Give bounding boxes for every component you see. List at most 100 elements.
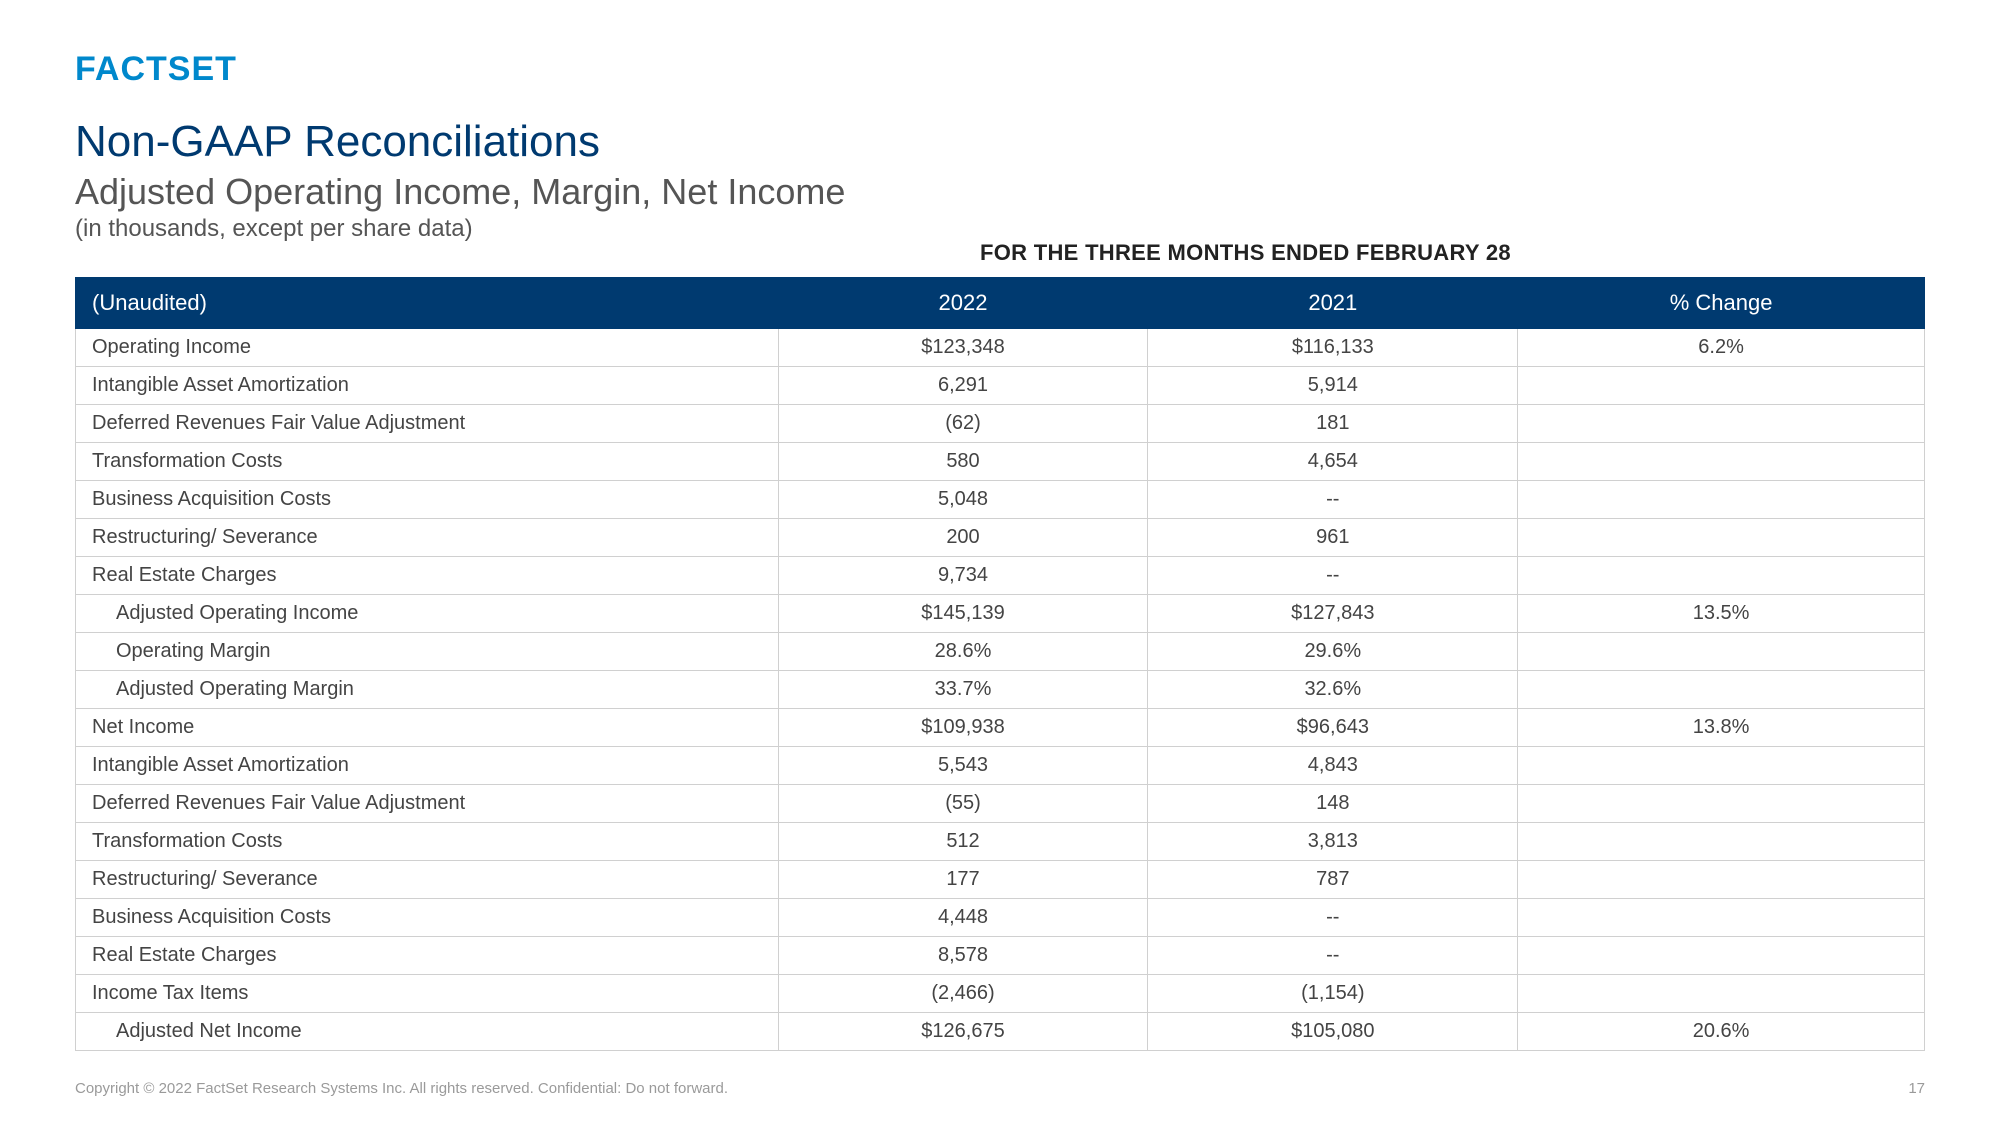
- col-header-2021: 2021: [1148, 278, 1518, 329]
- cell-2022: 512: [778, 823, 1148, 861]
- row-label: Transformation Costs: [76, 443, 779, 481]
- cell-change: [1518, 557, 1925, 595]
- cell-2022: $109,938: [778, 709, 1148, 747]
- row-label: Operating Income: [76, 329, 779, 367]
- col-header-label: (Unaudited): [76, 278, 779, 329]
- units-note: (in thousands, except per share data): [75, 215, 1925, 243]
- cell-2022: 8,578: [778, 937, 1148, 975]
- cell-2022: $126,675: [778, 1013, 1148, 1051]
- cell-2022: (2,466): [778, 975, 1148, 1013]
- cell-change: 13.8%: [1518, 709, 1925, 747]
- cell-2022: 6,291: [778, 367, 1148, 405]
- row-label: Operating Margin: [76, 633, 779, 671]
- cell-2022: (55): [778, 785, 1148, 823]
- cell-2022: (62): [778, 405, 1148, 443]
- table-row: Operating Margin28.6%29.6%: [76, 633, 1925, 671]
- table-row: Real Estate Charges9,734--: [76, 557, 1925, 595]
- cell-2021: 4,654: [1148, 443, 1518, 481]
- row-label: Intangible Asset Amortization: [76, 747, 779, 785]
- row-label: Adjusted Operating Income: [76, 595, 779, 633]
- table-row: Net Income$109,938$96,64313.8%: [76, 709, 1925, 747]
- footer: Copyright © 2022 FactSet Research System…: [75, 1080, 1925, 1097]
- table-row: Operating Income$123,348$116,1336.2%: [76, 329, 1925, 367]
- reconciliation-table: (Unaudited) 2022 2021 % Change Operating…: [75, 277, 1925, 1051]
- cell-change: [1518, 405, 1925, 443]
- cell-2022: 177: [778, 861, 1148, 899]
- cell-2022: 28.6%: [778, 633, 1148, 671]
- row-label: Real Estate Charges: [76, 937, 779, 975]
- cell-change: [1518, 861, 1925, 899]
- cell-2021: --: [1148, 899, 1518, 937]
- cell-2021: 148: [1148, 785, 1518, 823]
- table-row: Adjusted Operating Margin33.7%32.6%: [76, 671, 1925, 709]
- cell-2021: $96,643: [1148, 709, 1518, 747]
- cell-2021: 5,914: [1148, 367, 1518, 405]
- table-row: Deferred Revenues Fair Value Adjustment(…: [76, 405, 1925, 443]
- brand-logo: FACTSET: [75, 50, 1925, 89]
- cell-2021: --: [1148, 557, 1518, 595]
- cell-change: [1518, 823, 1925, 861]
- page-number: 17: [1908, 1080, 1925, 1097]
- cell-2021: 29.6%: [1148, 633, 1518, 671]
- cell-2022: 9,734: [778, 557, 1148, 595]
- cell-change: [1518, 785, 1925, 823]
- row-label: Intangible Asset Amortization: [76, 367, 779, 405]
- col-header-2022: 2022: [778, 278, 1148, 329]
- table-row: Real Estate Charges8,578--: [76, 937, 1925, 975]
- table-row: Restructuring/ Severance200961: [76, 519, 1925, 557]
- cell-2022: 4,448: [778, 899, 1148, 937]
- table-row: Transformation Costs5804,654: [76, 443, 1925, 481]
- table-row: Business Acquisition Costs5,048--: [76, 481, 1925, 519]
- row-label: Deferred Revenues Fair Value Adjustment: [76, 785, 779, 823]
- table-row: Deferred Revenues Fair Value Adjustment(…: [76, 785, 1925, 823]
- row-label: Adjusted Operating Margin: [76, 671, 779, 709]
- cell-change: 20.6%: [1518, 1013, 1925, 1051]
- cell-2022: 580: [778, 443, 1148, 481]
- cell-2021: $116,133: [1148, 329, 1518, 367]
- table-row: Restructuring/ Severance177787: [76, 861, 1925, 899]
- cell-2021: --: [1148, 481, 1518, 519]
- cell-2021: 787: [1148, 861, 1518, 899]
- table-row: Adjusted Operating Income$145,139$127,84…: [76, 595, 1925, 633]
- cell-2021: 4,843: [1148, 747, 1518, 785]
- cell-change: [1518, 443, 1925, 481]
- copyright-text: Copyright © 2022 FactSet Research System…: [75, 1080, 728, 1097]
- row-label: Adjusted Net Income: [76, 1013, 779, 1051]
- cell-change: 6.2%: [1518, 329, 1925, 367]
- cell-2022: 33.7%: [778, 671, 1148, 709]
- cell-2021: 3,813: [1148, 823, 1518, 861]
- cell-2021: $105,080: [1148, 1013, 1518, 1051]
- table-row: Income Tax Items(2,466)(1,154): [76, 975, 1925, 1013]
- cell-change: [1518, 519, 1925, 557]
- cell-change: [1518, 899, 1925, 937]
- period-label: FOR THE THREE MONTHS ENDED FEBRUARY 28: [980, 240, 1511, 266]
- cell-2021: 32.6%: [1148, 671, 1518, 709]
- row-label: Business Acquisition Costs: [76, 481, 779, 519]
- row-label: Restructuring/ Severance: [76, 861, 779, 899]
- row-label: Real Estate Charges: [76, 557, 779, 595]
- cell-2022: 200: [778, 519, 1148, 557]
- table-row: Intangible Asset Amortization5,5434,843: [76, 747, 1925, 785]
- row-label: Deferred Revenues Fair Value Adjustment: [76, 405, 779, 443]
- cell-change: [1518, 633, 1925, 671]
- col-header-change: % Change: [1518, 278, 1925, 329]
- table-row: Intangible Asset Amortization6,2915,914: [76, 367, 1925, 405]
- cell-change: [1518, 671, 1925, 709]
- cell-change: [1518, 481, 1925, 519]
- cell-2022: 5,048: [778, 481, 1148, 519]
- row-label: Restructuring/ Severance: [76, 519, 779, 557]
- table-row: Business Acquisition Costs4,448--: [76, 899, 1925, 937]
- table-header-row: (Unaudited) 2022 2021 % Change: [76, 278, 1925, 329]
- cell-2021: (1,154): [1148, 975, 1518, 1013]
- row-label: Income Tax Items: [76, 975, 779, 1013]
- row-label: Transformation Costs: [76, 823, 779, 861]
- cell-change: 13.5%: [1518, 595, 1925, 633]
- cell-2021: 181: [1148, 405, 1518, 443]
- cell-change: [1518, 937, 1925, 975]
- cell-2022: 5,543: [778, 747, 1148, 785]
- cell-change: [1518, 747, 1925, 785]
- table-row: Transformation Costs5123,813: [76, 823, 1925, 861]
- row-label: Net Income: [76, 709, 779, 747]
- page-subtitle: Adjusted Operating Income, Margin, Net I…: [75, 171, 1925, 213]
- cell-change: [1518, 367, 1925, 405]
